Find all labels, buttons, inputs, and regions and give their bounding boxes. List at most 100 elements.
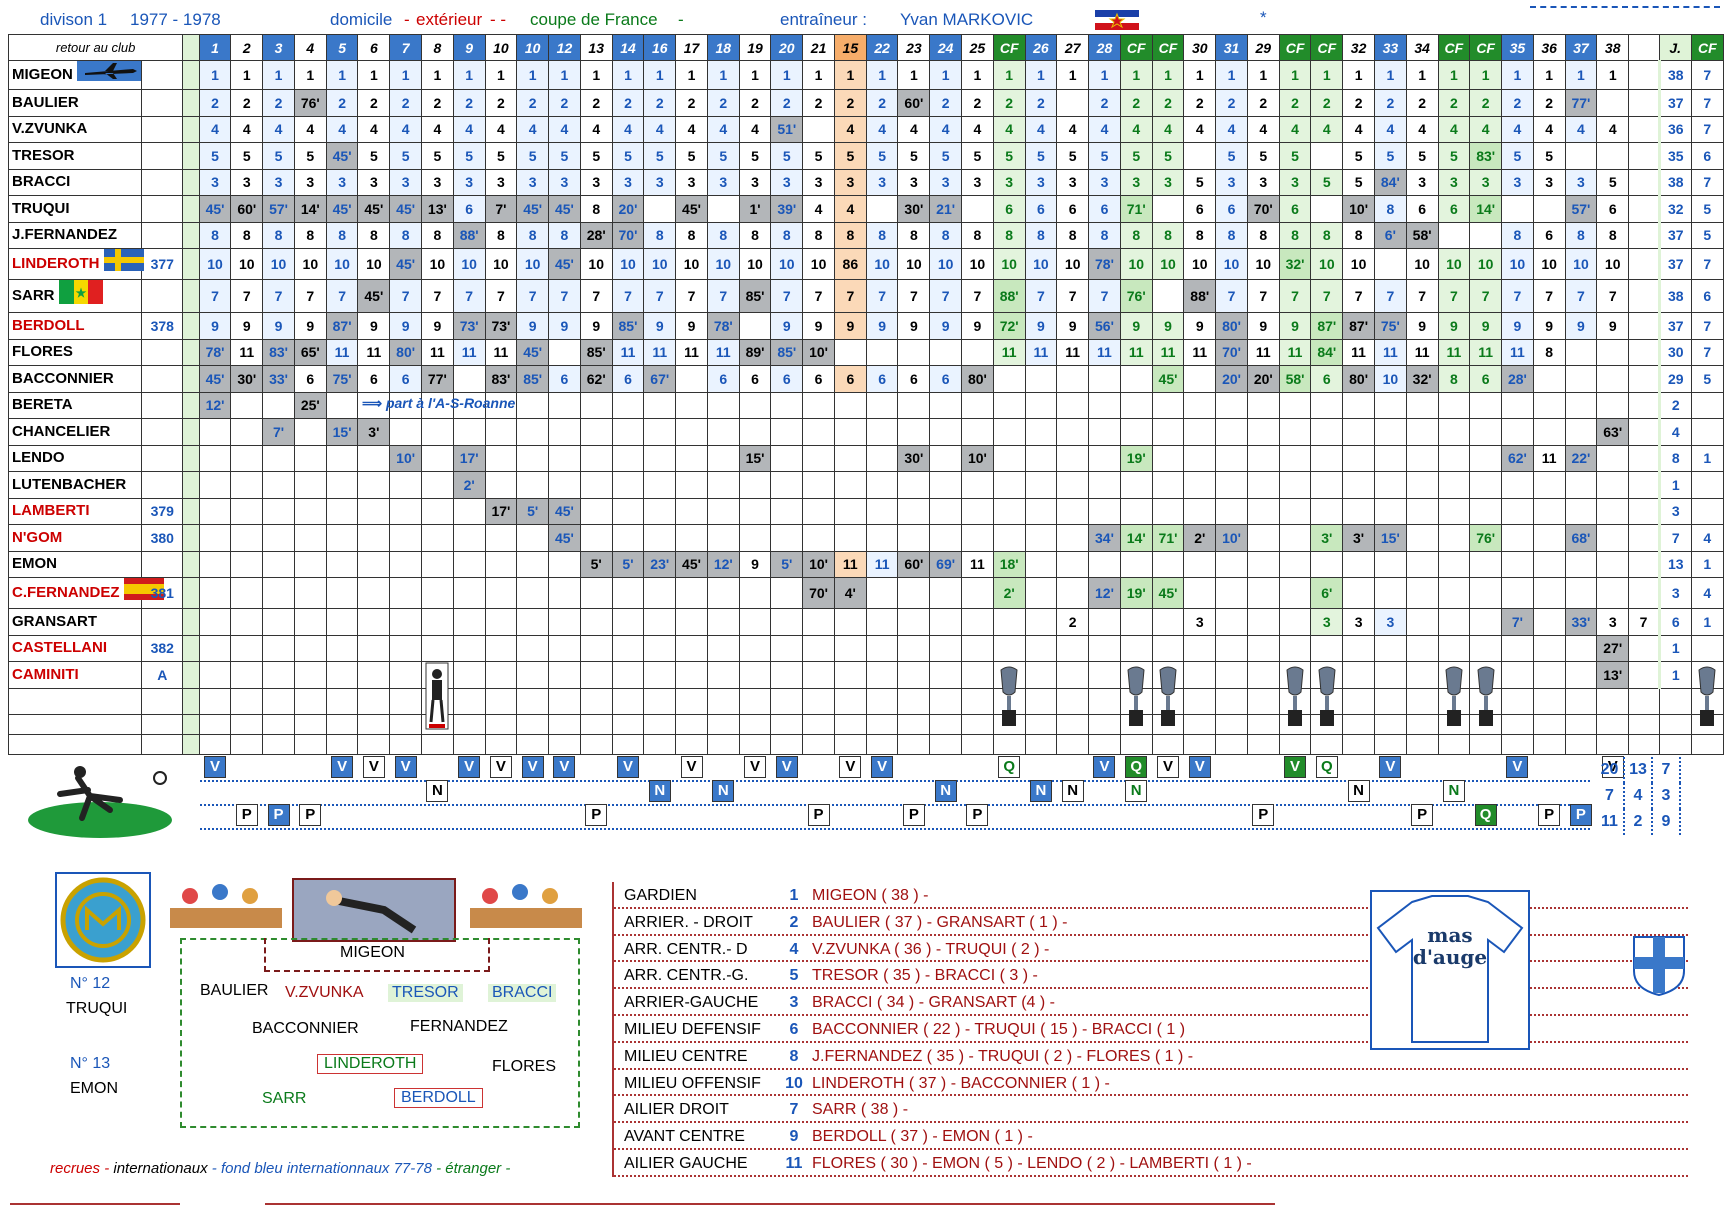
appearance-cell: 27': [1596, 634, 1630, 662]
matchday-header: 6: [357, 34, 391, 61]
appearance-cell: [452, 497, 486, 525]
appearance-cell: [833, 471, 867, 499]
appearance-cell: [929, 391, 963, 419]
position-row: ARRIER. - DROIT 2 BAULIER ( 37 ) - GRANSAR…: [614, 909, 1688, 936]
appearance-cell: [706, 497, 740, 525]
appearance-cell: [1628, 142, 1661, 170]
appearance-cell: 1: [865, 60, 899, 90]
result-V: V: [1506, 756, 1529, 778]
result-V: V: [871, 756, 894, 778]
appearance-cell: [1151, 471, 1185, 499]
appearance-cell: [389, 524, 422, 552]
appearance-cell: 1: [1373, 60, 1407, 90]
appearance-cell: [675, 524, 708, 552]
empty-cell: [548, 687, 581, 715]
appearance-cell: 1: [833, 60, 867, 90]
gap-cell: [182, 142, 200, 170]
appearance-cell: [1628, 365, 1661, 393]
matchday-header: 7: [389, 34, 422, 61]
appearance-cell: 5: [1183, 168, 1217, 196]
appearance-cell: [1310, 497, 1344, 525]
appearance-cell: [961, 391, 994, 419]
appearance-cell: [1437, 391, 1471, 419]
appearance-cell: 3: [1437, 168, 1471, 196]
appearance-cell: 5: [738, 142, 772, 170]
matchday-header: 10: [516, 34, 550, 61]
appearance-cell: 45': [325, 195, 359, 223]
appearance-cell: [643, 634, 677, 662]
appearance-cell: [992, 471, 1026, 499]
appearance-cell: 10: [230, 248, 264, 280]
appearance-cell: 6: [738, 365, 772, 393]
appearance-cell: [770, 444, 804, 472]
appearance-cell: 29: [1658, 365, 1692, 393]
appearance-cell: 3: [1278, 168, 1312, 196]
appearance-cell: 10: [1532, 248, 1566, 280]
appearance-cell: 1: [1056, 60, 1090, 90]
appearance-cell: [421, 634, 454, 662]
appearance-cell: 5: [1501, 142, 1534, 170]
appearance-cell: [325, 524, 359, 552]
matchday-header: 12: [548, 34, 581, 61]
player-number: [141, 221, 184, 249]
appearance-cell: [1024, 418, 1058, 446]
player-name: CASTELLANI: [7, 634, 143, 662]
gap-header: [182, 34, 200, 61]
appearance-cell: [230, 471, 264, 499]
appearance-cell: 11: [1437, 338, 1471, 366]
supporters-left-icon: [170, 878, 282, 928]
appearance-cell: 7: [1658, 524, 1692, 552]
appearance-cell: 5: [1373, 142, 1407, 170]
appearance-cell: 6': [1373, 221, 1407, 249]
appearance-cell: [1119, 391, 1153, 419]
appearance-cell: [1183, 444, 1217, 472]
appearance-cell: 3: [1564, 168, 1598, 196]
appearance-cell: [452, 418, 486, 446]
appearance-cell: [738, 634, 772, 662]
appearance-cell: [357, 471, 391, 499]
appearance-cell: [1564, 365, 1598, 393]
appearance-cell: [1405, 577, 1439, 609]
appearance-cell: 8: [548, 221, 581, 249]
legend-sep: -: [431, 1160, 446, 1177]
appearance-cell: 85': [738, 279, 772, 313]
appearance-cell: 4: [1564, 115, 1598, 143]
appearance-cell: [1278, 608, 1312, 636]
appearance-cell: [992, 524, 1026, 552]
appearance-cell: 8: [1024, 221, 1058, 249]
appearance-cell: 3: [1151, 168, 1185, 196]
appearance-cell: [421, 418, 454, 446]
star-mark: *: [1260, 8, 1267, 27]
gap-cell: [182, 391, 200, 419]
appearance-cell: [611, 577, 645, 609]
appearance-cell: 11: [706, 338, 740, 366]
appearance-cell: [1151, 391, 1185, 419]
summary-value: 9: [1652, 809, 1681, 835]
appearance-cell: 9: [1056, 312, 1090, 340]
appearance-cell: 2: [1246, 89, 1280, 117]
appearance-cell: 8: [1151, 221, 1185, 249]
appearance-cell: 2: [992, 89, 1026, 117]
appearance-cell: [1628, 391, 1661, 419]
appearance-cell: [579, 524, 613, 552]
appearance-cell: [865, 338, 899, 366]
appearance-cell: 85': [611, 312, 645, 340]
appearance-cell: [548, 338, 581, 366]
appearance-cell: [1501, 497, 1534, 525]
appearance-cell: [421, 550, 454, 578]
appearance-cell: 7: [1690, 89, 1725, 117]
appearance-cell: [770, 661, 804, 689]
sponsor-line2: d'auge: [1412, 945, 1488, 969]
appearance-cell: [452, 391, 486, 419]
appearance-cell: 4: [1437, 115, 1471, 143]
appearance-cell: 3: [548, 168, 581, 196]
appearance-cell: 5: [421, 142, 454, 170]
appearance-cell: [579, 608, 613, 636]
appearance-cell: [230, 444, 264, 472]
appearance-cell: 8: [992, 221, 1026, 249]
appearance-cell: [1564, 661, 1598, 689]
appearance-cell: [897, 471, 931, 499]
appearance-cell: 8: [516, 221, 550, 249]
appearance-cell: [929, 577, 963, 609]
appearance-cell: [1628, 444, 1661, 472]
